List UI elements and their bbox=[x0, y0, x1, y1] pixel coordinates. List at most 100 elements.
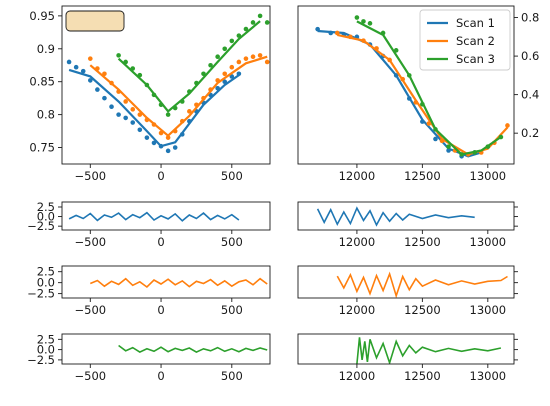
point-scan-2-0 bbox=[87, 56, 93, 61]
y-tick-label: 0.9 bbox=[37, 42, 55, 56]
y-tick-label: 0.95 bbox=[29, 9, 55, 23]
panel-res-right-2: 12000 12500 13000 bbox=[297, 265, 518, 317]
legend-label-scan-1: Scan 1 bbox=[456, 16, 495, 30]
point-scan-2-13 bbox=[505, 123, 510, 128]
x-tick-label: −500 bbox=[75, 303, 107, 317]
point-scan-3-21 bbox=[264, 20, 270, 25]
x-tick-label: −500 bbox=[75, 169, 107, 183]
point-scan-1-2 bbox=[80, 68, 86, 74]
point-scan-2-11 bbox=[165, 135, 171, 140]
fit-line-scan-1 bbox=[68, 68, 240, 148]
axes-frame bbox=[61, 333, 271, 365]
point-scan-3-7 bbox=[165, 112, 171, 117]
point-scan-3-14 bbox=[215, 54, 220, 59]
residual-line-scan-1 bbox=[316, 206, 475, 227]
y-tick-label: 0.0 bbox=[37, 276, 55, 290]
point-scan-1-10 bbox=[137, 127, 143, 133]
y-tick-label: −2.5 bbox=[27, 219, 55, 233]
point-scan-1-1 bbox=[73, 64, 79, 70]
x-tick-label: 500 bbox=[221, 369, 243, 383]
x-tick-label: 12500 bbox=[404, 169, 441, 183]
point-scan-2-23 bbox=[250, 54, 256, 59]
x-tick-label: 500 bbox=[221, 169, 243, 183]
point-scan-3-13 bbox=[208, 62, 213, 68]
point-scan-3-2 bbox=[367, 21, 373, 26]
residual-line-scan-3 bbox=[118, 344, 268, 354]
panel-res-left-2: −500 0 500 −2.50.02.5 bbox=[27, 265, 271, 317]
x-tick-label: 13000 bbox=[470, 369, 507, 383]
axes-frame bbox=[61, 265, 271, 299]
x-tick-label: 12000 bbox=[339, 169, 376, 183]
axes-frame bbox=[297, 5, 515, 165]
panel-main-left: −500 0 500 0.75 0.8 0.85 0.9 0.95 bbox=[29, 5, 271, 183]
y-tick-label: 0.85 bbox=[29, 75, 55, 89]
x-tick-label: 12000 bbox=[339, 235, 376, 249]
residual-line-scan-2 bbox=[336, 271, 508, 298]
point-scan-3-0 bbox=[354, 15, 360, 20]
y-tick-label: −2.5 bbox=[27, 353, 55, 367]
point-scan-2-6 bbox=[130, 107, 136, 112]
axes-frame bbox=[61, 5, 271, 165]
point-scan-3-1 bbox=[361, 19, 366, 24]
x-tick-label: 500 bbox=[221, 235, 243, 249]
point-scan-2-14 bbox=[187, 109, 192, 114]
y-tick-label: 2.5 bbox=[37, 332, 55, 346]
x-tick-label: 0 bbox=[157, 303, 164, 317]
panel-res-right-3: 12000 12500 13000 bbox=[297, 333, 518, 383]
point-scan-2-21 bbox=[236, 59, 242, 65]
y-tick-label: 0.0 bbox=[37, 343, 55, 357]
y-tick-label: 0.2 bbox=[521, 126, 539, 140]
point-scan-1-12 bbox=[151, 140, 157, 146]
point-scan-1-9 bbox=[433, 136, 438, 142]
x-tick-label: 0 bbox=[157, 169, 164, 183]
fit-line-scan-3 bbox=[356, 20, 502, 156]
x-tick-label: −500 bbox=[75, 369, 107, 383]
residual-line-scan-1 bbox=[68, 211, 240, 222]
y-tick-label: 0.75 bbox=[29, 141, 55, 155]
point-scan-3-8 bbox=[446, 144, 451, 149]
x-tick-label: 13000 bbox=[470, 169, 507, 183]
axes-frame bbox=[61, 201, 271, 231]
point-scan-1-7 bbox=[116, 112, 121, 117]
x-tick-label: −500 bbox=[75, 235, 107, 249]
panel-res-right-1: 12000 12500 13000 bbox=[297, 201, 518, 249]
x-tick-label: 13000 bbox=[470, 235, 507, 249]
point-scan-2-20 bbox=[229, 64, 235, 70]
fit-line-scan-1 bbox=[317, 29, 482, 158]
legend-label-scan-3: Scan 3 bbox=[456, 52, 495, 66]
axes-frame bbox=[297, 201, 515, 231]
point-scan-3-20 bbox=[257, 13, 263, 19]
x-tick-label: 0 bbox=[157, 235, 164, 249]
x-tick-label: 500 bbox=[221, 303, 243, 317]
legend: Scan 1 Scan 2 Scan 3 bbox=[419, 9, 511, 71]
point-scan-1-11 bbox=[144, 135, 150, 140]
y-tick-label: 0.8 bbox=[37, 108, 55, 122]
fit-line-scan-2 bbox=[89, 55, 268, 138]
point-scan-1-14 bbox=[165, 148, 171, 154]
y-tick-label: −2.5 bbox=[27, 287, 55, 301]
point-scan-2-24 bbox=[257, 53, 263, 58]
x-tick-label: 13000 bbox=[470, 303, 507, 317]
point-scan-3-19 bbox=[250, 20, 256, 25]
x-tick-label: 12500 bbox=[404, 235, 441, 249]
point-scan-3-15 bbox=[222, 46, 228, 52]
point-scan-3-0 bbox=[116, 53, 121, 58]
panel-res-left-1: −500 0 500 −2.50.02.5 bbox=[27, 200, 271, 249]
point-scan-1-15 bbox=[172, 145, 178, 150]
x-tick-label: 0 bbox=[157, 369, 164, 383]
point-scan-1-4 bbox=[95, 87, 100, 92]
y-tick-label: 0.4 bbox=[521, 88, 539, 102]
point-scan-3-18 bbox=[243, 26, 249, 32]
y-tick-label: 2.5 bbox=[37, 265, 55, 279]
point-scan-2-19 bbox=[222, 71, 228, 77]
point-scan-3-16 bbox=[229, 38, 235, 44]
point-scan-2-5 bbox=[123, 99, 128, 104]
axes-frame bbox=[297, 265, 515, 299]
point-scan-1-8 bbox=[123, 115, 128, 121]
x-tick-label: 12500 bbox=[404, 369, 441, 383]
y-tick-label: 0.0 bbox=[37, 210, 55, 224]
point-scan-1-3 bbox=[87, 78, 93, 83]
legend-label-scan-2: Scan 2 bbox=[456, 34, 495, 48]
